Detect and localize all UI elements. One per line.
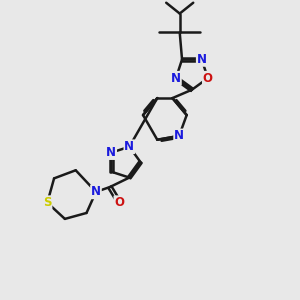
Text: O: O [114, 196, 124, 209]
Text: O: O [203, 72, 213, 85]
Text: N: N [124, 140, 134, 153]
Text: S: S [43, 196, 52, 209]
Text: N: N [171, 72, 181, 85]
Text: N: N [197, 53, 207, 66]
Text: N: N [174, 129, 184, 142]
Text: N: N [91, 185, 101, 198]
Text: N: N [106, 146, 116, 159]
